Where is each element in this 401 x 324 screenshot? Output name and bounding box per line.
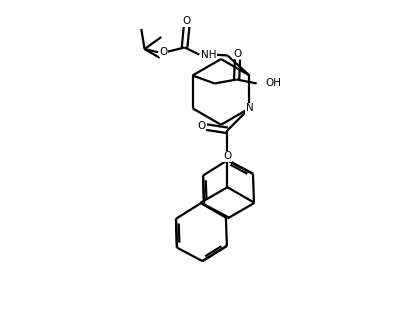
Text: O: O [223,151,231,161]
Text: O: O [182,16,190,26]
Text: O: O [197,122,205,131]
Text: O: O [159,47,167,57]
Text: NH: NH [200,50,216,60]
Text: OH: OH [265,78,281,88]
Text: N: N [245,103,253,113]
Text: O: O [233,49,241,59]
